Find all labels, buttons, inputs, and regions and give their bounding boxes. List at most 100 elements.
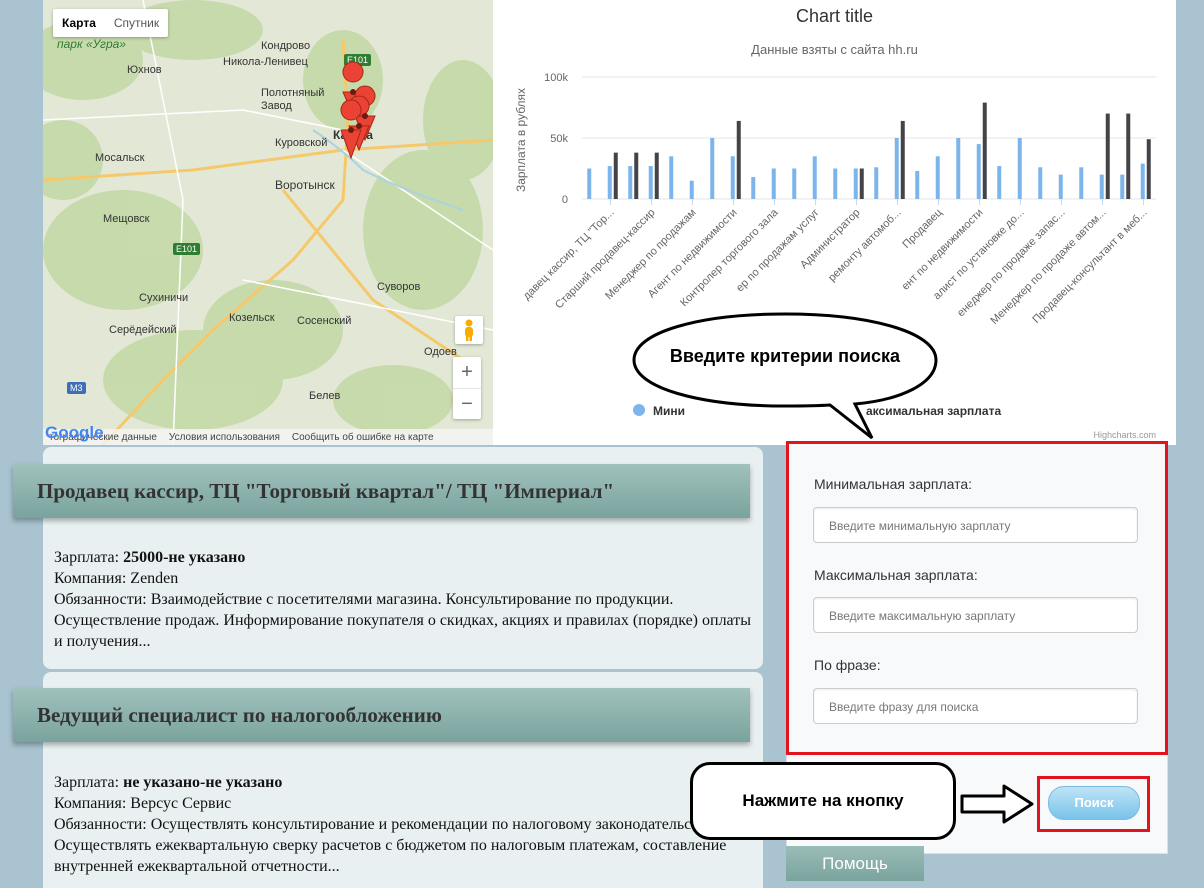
town-label: Одоев [424, 346, 457, 358]
min-salary-bar [607, 166, 612, 199]
town-label: Козельск [229, 312, 275, 324]
salary-label: Зарплата: [54, 549, 124, 566]
max-salary-bar [1146, 139, 1151, 199]
zoom-in-button[interactable]: + [453, 357, 481, 389]
town-label: Сосенский [297, 315, 352, 327]
y-axis-label: Зарплата в рублях [514, 88, 528, 192]
x-tick-label: ент по недвижимости [900, 207, 986, 293]
min-salary-bar [997, 166, 1002, 199]
min-salary-bar [710, 138, 715, 199]
salary-label: Зарплата: [54, 774, 124, 791]
town-label: Полотняный Завод [261, 87, 325, 112]
chart-title: Chart title [795, 6, 874, 26]
x-tick-label: ер по продажам услуг [734, 207, 822, 295]
min-salary-bar [874, 167, 879, 199]
zoom-out-button[interactable]: − [461, 393, 473, 415]
street-view-pegman[interactable] [455, 316, 483, 344]
terms-link[interactable]: Условия использования [168, 431, 280, 443]
min-salary-bar [1058, 174, 1063, 199]
town-label: Суворов [377, 281, 421, 293]
search-button[interactable]: Поиск [1048, 786, 1140, 820]
map-type-switcher: Карта Спутник [53, 9, 169, 37]
criteria-highlight-box [786, 441, 1168, 755]
zoom-control: + − [453, 357, 481, 419]
min-salary-bar [730, 156, 735, 199]
map-type-map-button[interactable]: Карта [62, 16, 96, 30]
min-salary-bar [894, 138, 899, 199]
company-label: Компания: [54, 570, 131, 587]
button-hint-text: Нажмите на кнопку [742, 791, 904, 810]
town-label: Юхнов [127, 64, 162, 76]
vacancy-title[interactable]: Продавец кассир, ТЦ "Торговый квартал"/ … [37, 479, 615, 503]
y-tick-label: 50k [550, 133, 568, 145]
min-salary-bar [1017, 138, 1022, 199]
max-salary-bar [654, 152, 659, 199]
map[interactable]: Карта Спутник парк «Угра» Кондрово Никол… [43, 0, 493, 445]
min-salary-bar [669, 156, 674, 199]
max-salary-bar [613, 152, 618, 199]
max-salary-bar [634, 152, 639, 199]
town-label: Кондрово [261, 40, 311, 52]
vacancy-card: Ведущий специалист по налогообложению За… [13, 672, 763, 888]
legend-min-label: Мини [653, 404, 685, 418]
town-label: Белев [309, 390, 341, 402]
min-salary-bar [1099, 174, 1104, 199]
min-salary-bar [771, 168, 776, 199]
company-label: Компания: [54, 795, 131, 812]
town-label: Никола-Ленивец [223, 56, 308, 68]
company-value: Версус Сервис [130, 795, 232, 812]
chart-credit[interactable]: Highcharts.com [1093, 430, 1156, 440]
map-data-link[interactable]: тографические данные [49, 431, 157, 443]
vacancy-card: Продавец кассир, ТЦ "Торговый квартал"/ … [13, 447, 763, 669]
max-salary-bar [736, 120, 741, 199]
min-salary-input[interactable]: Введите минимальную зарплату [813, 507, 1138, 543]
vacancy-title-bar[interactable]: Продавец кассир, ТЦ "Торговый квартал"/ … [13, 464, 750, 518]
vacancy-details: Зарплата: не указано-не указано Компания… [54, 772, 759, 877]
company-value: Zenden [130, 570, 179, 587]
max-salary-input[interactable]: Введите максимальную зарплату [813, 597, 1138, 633]
duties-label: Обязанности: [54, 591, 151, 608]
button-hint-callout: Нажмите на кнопку [690, 762, 956, 840]
max-salary-bar [900, 120, 905, 199]
min-salary-bar [1038, 167, 1043, 199]
help-button[interactable]: Помощь [786, 846, 924, 881]
x-tick-label: ремонту автомоб... [826, 207, 904, 285]
legend-max-label: аксимальная зарплата [866, 404, 1001, 418]
vacancy-title[interactable]: Ведущий специалист по налогообложению [37, 703, 442, 727]
min-salary-bar [1079, 167, 1084, 199]
min-salary-bar [792, 168, 797, 199]
map-type-satellite-button[interactable]: Спутник [113, 16, 160, 30]
town-label: Сухиничи [139, 292, 189, 304]
google-logo: Google [45, 423, 104, 442]
map-footer: тографические данные Условия использован… [43, 429, 493, 445]
chart-subtitle: Данные взяты с сайта hh.ru [751, 42, 918, 57]
max-salary-bar [1105, 113, 1110, 199]
min-salary-bar [1140, 163, 1145, 199]
report-error-link[interactable]: Сообщить об ошибке на карте [291, 431, 434, 443]
salary-value: 25000-не указано [123, 549, 246, 566]
max-salary-bar [982, 102, 987, 199]
vacancy-title-bar[interactable]: Ведущий специалист по налогообложению [13, 688, 750, 742]
salary-value: не указано-не указано [123, 774, 283, 791]
min-salary-bar [853, 168, 858, 199]
button-highlight-box [1037, 776, 1150, 832]
duties-label: Обязанности: [54, 816, 151, 833]
min-salary-bar [689, 180, 694, 199]
road-badge: M3 [67, 382, 86, 394]
min-salary-bar [812, 156, 817, 199]
phrase-input[interactable]: Введите фразу для поиска [813, 688, 1138, 724]
road-badge: E101 [344, 54, 372, 66]
min-salary-bar [915, 170, 920, 199]
max-salary-bar [1126, 113, 1131, 199]
min-salary-label: Минимальная зарплата: [814, 476, 973, 492]
duties-value: Осуществлять консультирование и рекоменд… [54, 816, 727, 875]
max-salary-bar [859, 168, 864, 199]
duties-value: Взаимодействие с посетителями магазина. … [54, 591, 751, 650]
vacancy-details: Зарплата: 25000-не указано Компания: Zen… [54, 547, 759, 652]
salary-chart: Chart title Данные взяты с сайта hh.ru 0… [493, 0, 1176, 445]
town-label: Воротынск [275, 178, 335, 192]
phrase-label: По фразе: [814, 657, 881, 673]
min-salary-bar [935, 156, 940, 199]
min-salary-bar [751, 177, 756, 199]
